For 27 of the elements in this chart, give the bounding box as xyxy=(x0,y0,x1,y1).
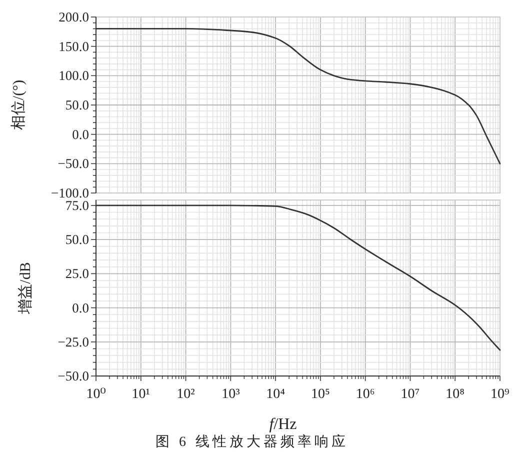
x-tick-label: 10¹ xyxy=(132,387,150,402)
x-tick-label: 10⁸ xyxy=(446,387,465,402)
x-axis-title: f/Hz xyxy=(269,416,297,433)
y-tick-label: 50.0 xyxy=(65,232,90,248)
y-tick-label: 75.0 xyxy=(65,198,90,213)
y-tick-label: −50.0 xyxy=(58,156,90,172)
x-tick-label: 10⁰ xyxy=(86,387,106,402)
y-tick-label: −25.0 xyxy=(58,334,90,350)
y-tick-label: 100.0 xyxy=(58,68,90,84)
x-tick-label: 10² xyxy=(176,387,195,402)
y-tick-label: −100.0 xyxy=(51,186,90,200)
x-tick-label: 10⁷ xyxy=(400,387,420,402)
y-axis-title: 相位/(°) xyxy=(10,80,27,130)
x-tick-label: 10⁵ xyxy=(311,387,330,402)
y-tick-label: 50.0 xyxy=(65,98,90,112)
y-tick-label: 150.0 xyxy=(58,38,90,54)
x-tick-label: 10³ xyxy=(222,387,240,402)
y-tick-label: 25.0 xyxy=(65,266,90,282)
x-tick-label: 10⁴ xyxy=(266,387,286,402)
y-axis-title: 增益/dB xyxy=(17,262,34,315)
y-tick-label: −50.0 xyxy=(58,368,90,384)
x-tick-label: 10⁶ xyxy=(356,387,375,402)
y-tick-label: 0.0 xyxy=(72,300,90,316)
caption: 图 6 线性放大器频率响应 xyxy=(156,434,348,450)
y-tick-label: 0.0 xyxy=(72,126,90,142)
y-tick-label: 200.0 xyxy=(58,10,90,24)
x-tick-label: 10⁹ xyxy=(490,387,510,402)
